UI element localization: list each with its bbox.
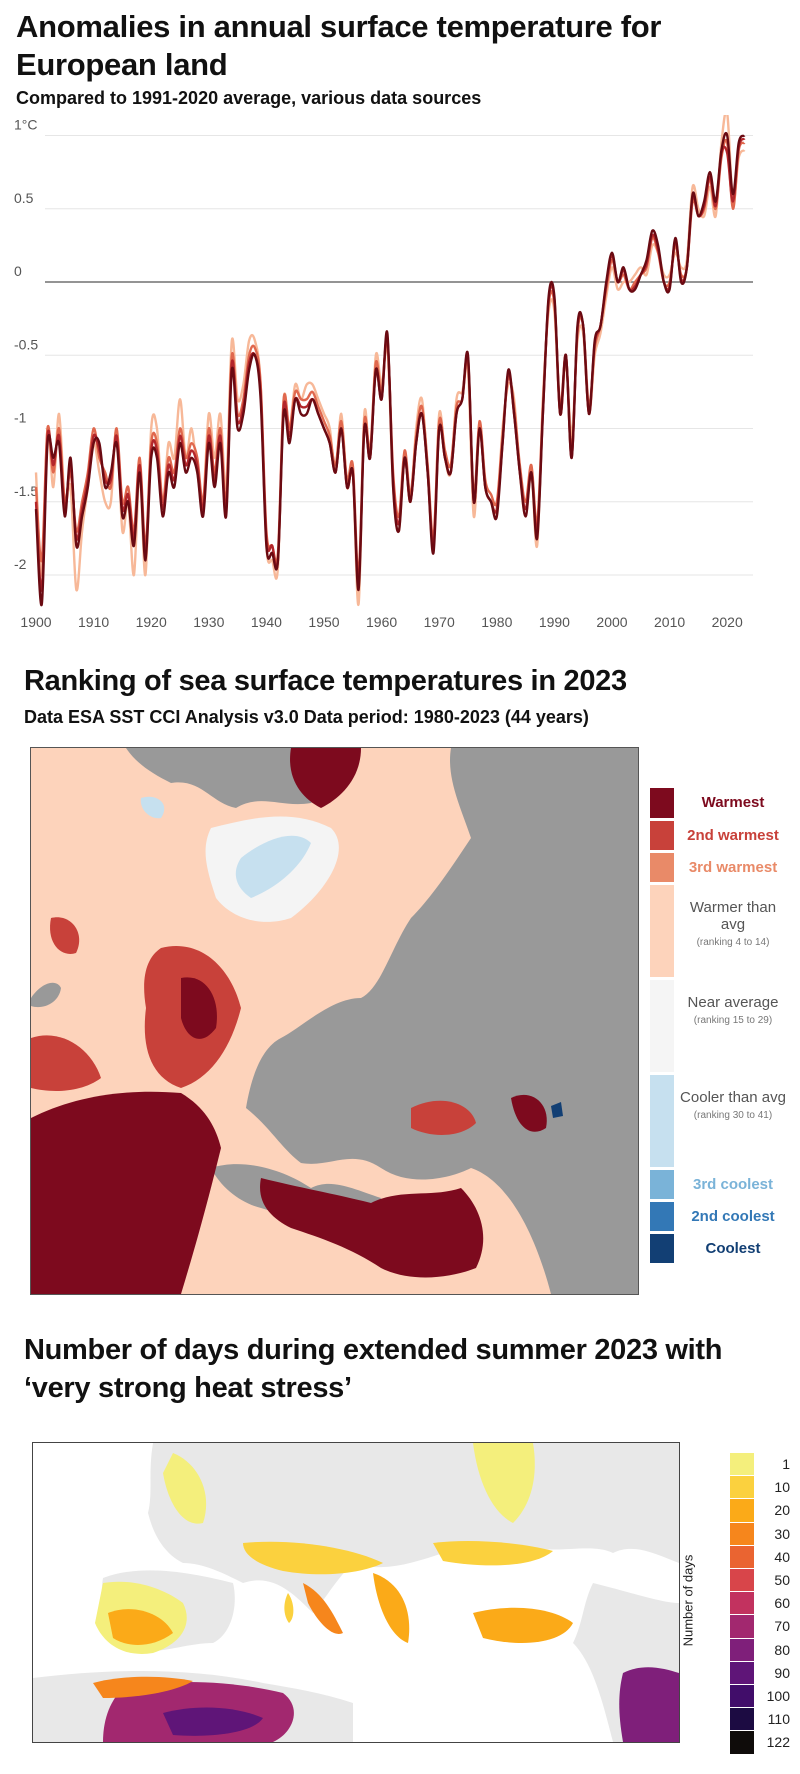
colorbar-swatch (730, 1476, 754, 1499)
legend-label-text: 3rd warmest (688, 859, 778, 876)
legend-swatch (650, 1075, 674, 1167)
colorbar-swatch (730, 1615, 754, 1638)
legend-label-text: Warmest (701, 794, 765, 811)
y-tick-label: -0.5 (14, 336, 38, 352)
heat-stress-map (32, 1442, 680, 1743)
chart-title: Anomalies in annual surface temperature … (16, 9, 662, 82)
y-tick-label: 0 (14, 263, 22, 279)
temperature-anomaly-line-chart: 1°C 0.5 0 -0.5 -1 -1.5 -2 1900 1910 1920 1930 1940 1… (14, 115, 753, 630)
colorbar-tick-label: 80 (774, 1641, 790, 1658)
x-tick-label: 1960 (366, 614, 397, 630)
legend-note: (ranking 30 to 41) (693, 1110, 773, 1121)
legend-swatch (650, 980, 674, 1072)
x-tick-label: 2020 (712, 614, 743, 630)
legend-label: 3rd coolest (676, 1176, 790, 1193)
colorbar-swatch (730, 1569, 754, 1592)
legend-note: (ranking 4 to 14) (696, 937, 770, 948)
legend-swatch (650, 821, 674, 850)
colorbar-tick-label: 20 (774, 1502, 790, 1519)
colorbar-tick-label: 60 (774, 1595, 790, 1612)
colorbar-swatch (730, 1592, 754, 1615)
colorbar-swatch (730, 1545, 754, 1568)
legend-label-text: Near average (687, 994, 779, 1011)
legend-label: Coolest (676, 1240, 790, 1257)
legend-label: 3rd warmest (676, 859, 790, 876)
legend-label: Near average (ranking 15 to 29) (676, 994, 790, 1026)
legend-label: 2nd warmest (676, 827, 790, 844)
colorbar-tick-label: 30 (774, 1525, 790, 1542)
colorbar-tick-label: 100 (766, 1688, 790, 1704)
colorbar-swatch (730, 1661, 754, 1684)
sst-map-subtitle: Data ESA SST CCI Analysis v3.0 Data peri… (24, 707, 589, 727)
colorbar-tick-label: 1 (782, 1456, 790, 1472)
legend-label-text: 3rd coolest (692, 1176, 774, 1193)
colorbar-swatch (730, 1685, 754, 1708)
colorbar-tick-label: 70 (774, 1618, 790, 1635)
legend-label: 2nd coolest (676, 1208, 790, 1225)
sst-map-title: Ranking of sea surface temperatures in 2… (24, 665, 627, 697)
y-tick-label: -1.5 (14, 483, 38, 499)
legend-note: (ranking 15 to 29) (693, 1015, 773, 1026)
x-tick-label: 2000 (596, 614, 627, 630)
legend-swatch (650, 788, 674, 818)
legend-swatch (650, 853, 674, 882)
legend-label-text: 2nd coolest (691, 1208, 775, 1225)
colorbar-swatch (730, 1453, 754, 1476)
legend-label-text: Warmer than avg (689, 899, 777, 933)
x-tick-label: 1920 (136, 614, 167, 630)
colorbar-swatch (730, 1499, 754, 1522)
series-line-3 (34, 131, 746, 607)
colorbar-tick-label: 110 (767, 1711, 790, 1728)
x-tick-label: 1900 (20, 614, 51, 630)
x-tick-label: 2010 (654, 614, 685, 630)
y-tick-label: 1°C (14, 117, 38, 133)
legend-swatch (650, 1202, 674, 1231)
legend-swatch (650, 885, 674, 977)
legend-label: Warmest (676, 794, 790, 811)
colorbar-tick-label: 90 (774, 1664, 790, 1681)
x-tick-label: 1970 (424, 614, 455, 630)
legend-label: Cooler than avg (ranking 30 to 41) (676, 1089, 790, 1121)
legend-label-text: Coolest (705, 1240, 761, 1257)
y-tick-label: -2 (14, 556, 27, 572)
colorbar-tick-label: 40 (774, 1548, 790, 1565)
sst-ranking-map (30, 747, 639, 1295)
x-tick-label: 1930 (193, 614, 224, 630)
colorbar-swatch (730, 1638, 754, 1661)
y-tick-label: 0.5 (14, 190, 34, 206)
colorbar-label: Number of days (680, 1554, 696, 1647)
colorbar-tick-label: 10 (774, 1479, 790, 1496)
x-tick-label: 1940 (251, 614, 282, 630)
y-tick-label: -1 (14, 410, 27, 426)
legend-label: Warmer than avg (ranking 4 to 14) (676, 899, 790, 948)
colorbar-tick-label: 122 (766, 1734, 790, 1751)
colorbar-tick-label: 50 (774, 1572, 790, 1588)
heat-map-title: Number of days during extended summer 20… (24, 1334, 723, 1404)
legend-swatch (650, 1170, 674, 1199)
x-tick-label: 1910 (78, 614, 109, 630)
chart-subtitle: Compared to 1991-2020 average, various d… (16, 88, 482, 108)
legend-swatch (650, 1234, 674, 1263)
x-tick-label: 1980 (481, 614, 512, 630)
x-tick-label: 1990 (539, 614, 570, 630)
x-tick-label: 1950 (308, 614, 339, 630)
legend-label-text: 2nd warmest (687, 827, 779, 844)
colorbar-swatch (730, 1731, 754, 1754)
colorbar-swatch (730, 1522, 754, 1545)
legend-label-text: Cooler than avg (680, 1089, 786, 1106)
colorbar-swatch (730, 1708, 754, 1731)
